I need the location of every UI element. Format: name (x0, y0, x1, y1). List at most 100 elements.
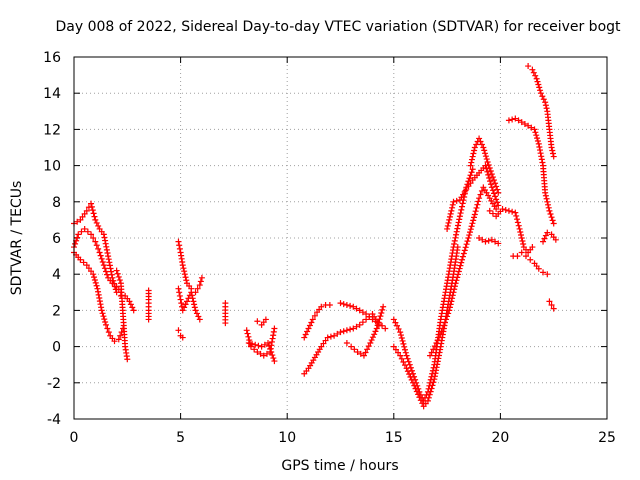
data-point (464, 238, 471, 245)
data-point (467, 162, 474, 169)
data-point (538, 156, 545, 163)
data-point (244, 330, 251, 337)
data-point (347, 302, 354, 309)
data-point (100, 313, 107, 320)
data-point (461, 247, 468, 254)
data-point (194, 285, 201, 292)
data-point (191, 301, 198, 308)
data-point (548, 144, 555, 151)
series-arc-6 (175, 238, 205, 296)
data-point (486, 175, 493, 182)
data-point (93, 242, 100, 249)
data-point (485, 171, 492, 178)
data-point (380, 303, 387, 310)
data-point (311, 312, 318, 319)
data-point (117, 332, 124, 339)
data-point (390, 316, 397, 323)
data-point (542, 189, 549, 196)
data-point (446, 307, 453, 314)
series-arc-25 (505, 115, 557, 227)
data-point (179, 262, 186, 269)
data-point (463, 241, 470, 248)
data-point (359, 309, 366, 316)
data-point (482, 238, 489, 245)
data-point (392, 346, 399, 353)
data-point (74, 218, 81, 225)
data-point (449, 292, 456, 299)
data-point (427, 352, 434, 359)
data-point (505, 117, 512, 124)
data-point (96, 249, 103, 256)
data-point (192, 307, 199, 314)
data-point (262, 316, 269, 323)
data-point (476, 195, 483, 202)
data-point (407, 374, 414, 381)
data-point (379, 306, 386, 313)
data-point (518, 119, 525, 126)
series-arc-21 (467, 135, 502, 196)
data-point (446, 216, 453, 223)
data-point (472, 208, 479, 215)
data-point (518, 235, 525, 241)
data-point (77, 256, 84, 263)
data-point (518, 249, 525, 256)
data-point (453, 231, 460, 238)
data-point (518, 231, 525, 238)
data-point (183, 298, 190, 305)
data-point (546, 207, 553, 214)
data-point (363, 316, 370, 323)
data-point (494, 186, 501, 193)
data-point (405, 358, 412, 365)
data-point (176, 292, 183, 299)
data-point (116, 277, 123, 284)
series-arc-27 (540, 229, 559, 245)
data-point (93, 219, 100, 226)
data-point (390, 343, 397, 350)
data-point (337, 329, 344, 336)
data-point (525, 63, 532, 70)
data-point (444, 225, 451, 232)
data-point (193, 310, 200, 317)
data-point (486, 207, 493, 214)
data-point (533, 132, 540, 139)
data-point (400, 358, 407, 365)
series-arc-8 (175, 327, 186, 341)
data-point (378, 309, 385, 316)
data-point (189, 295, 196, 302)
data-point (455, 219, 462, 226)
data-point (451, 240, 458, 247)
data-point (468, 169, 475, 176)
data-point (413, 388, 420, 395)
data-point (322, 337, 329, 344)
data-point (487, 178, 494, 185)
data-point (368, 337, 375, 344)
data-point (457, 210, 464, 217)
data-point (468, 159, 475, 166)
data-point (92, 279, 99, 286)
series-arc-3 (71, 249, 127, 345)
data-point (527, 256, 534, 263)
data-point (95, 288, 102, 295)
data-point (499, 206, 506, 213)
data-point (543, 195, 550, 202)
chart-title: Day 008 of 2022, Sidereal Day-to-day VTE… (55, 19, 621, 35)
data-point (183, 277, 190, 284)
data-point (460, 250, 467, 257)
data-point (270, 332, 277, 339)
y-tick-label: 6 (52, 231, 61, 247)
data-point (302, 331, 309, 338)
data-point (430, 379, 437, 386)
data-point (88, 231, 95, 238)
data-point (359, 319, 366, 326)
data-point (179, 334, 186, 341)
data-point (449, 295, 456, 302)
data-point (475, 198, 482, 205)
data-point (268, 338, 275, 345)
data-point (481, 147, 488, 154)
data-point (471, 211, 478, 218)
data-point (493, 183, 500, 190)
data-point (356, 321, 363, 328)
data-point (465, 235, 472, 241)
data-point (467, 229, 474, 236)
data-point (106, 259, 113, 266)
